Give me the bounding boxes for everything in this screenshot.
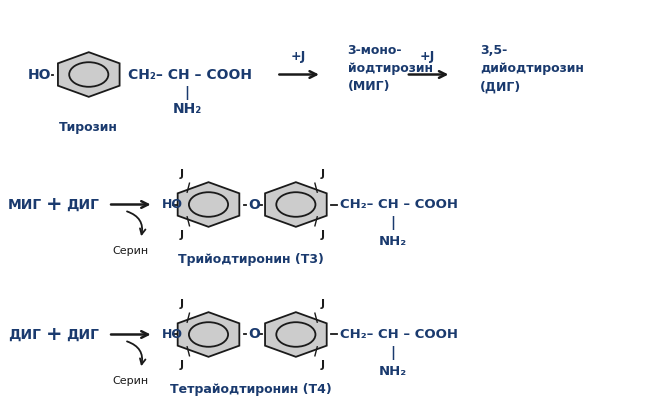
Text: |: | [391,346,395,360]
Text: (МИГ): (МИГ) [348,80,390,93]
Text: J: J [179,299,183,309]
Text: (ДИГ): (ДИГ) [480,80,521,93]
Text: |: | [391,216,395,230]
Text: МИГ: МИГ [8,198,42,211]
Text: ДИГ: ДИГ [66,198,99,211]
Text: 3,5-: 3,5- [480,44,508,56]
Polygon shape [177,312,239,357]
Text: О: О [248,198,260,211]
Text: ДИГ: ДИГ [8,328,41,342]
Text: +: + [46,325,62,344]
Text: NH₂: NH₂ [379,234,407,247]
Text: НО: НО [27,67,51,81]
Text: Тирозин: Тирозин [59,121,118,134]
Text: +J: +J [420,50,435,63]
Polygon shape [265,182,327,227]
Text: NH₂: NH₂ [379,364,407,378]
Polygon shape [58,52,120,97]
Text: J: J [179,360,183,370]
Text: Трийодтиронин (Т3): Трийодтиронин (Т3) [177,253,324,266]
Polygon shape [177,182,239,227]
Text: йодтирозин: йодтирозин [348,62,433,75]
Text: О: О [248,328,260,342]
Text: J: J [321,299,325,309]
Text: J: J [179,230,183,240]
Text: NH₂: NH₂ [172,102,202,116]
Text: 3-моно-: 3-моно- [348,44,402,56]
Text: J: J [321,360,325,370]
Polygon shape [265,312,327,357]
Text: CH₂– CH – COOH: CH₂– CH – COOH [340,328,458,341]
Text: НО: НО [162,328,183,341]
Text: CH₂– CH – COOH: CH₂– CH – COOH [340,198,458,211]
Text: дийодтирозин: дийодтирозин [480,62,584,75]
Text: ДИГ: ДИГ [66,328,99,342]
Text: J: J [321,230,325,240]
Text: Тетрайодтиронин (Т4): Тетрайодтиронин (Т4) [170,383,332,396]
Text: J: J [179,169,183,179]
Text: +J: +J [290,50,305,63]
Text: Серин: Серин [112,376,149,386]
Text: CH₂– CH – COOH: CH₂– CH – COOH [127,67,252,81]
Text: J: J [321,169,325,179]
Text: Серин: Серин [112,246,149,256]
Text: +: + [46,195,62,214]
Text: |: | [185,86,190,100]
Text: НО: НО [162,198,183,211]
